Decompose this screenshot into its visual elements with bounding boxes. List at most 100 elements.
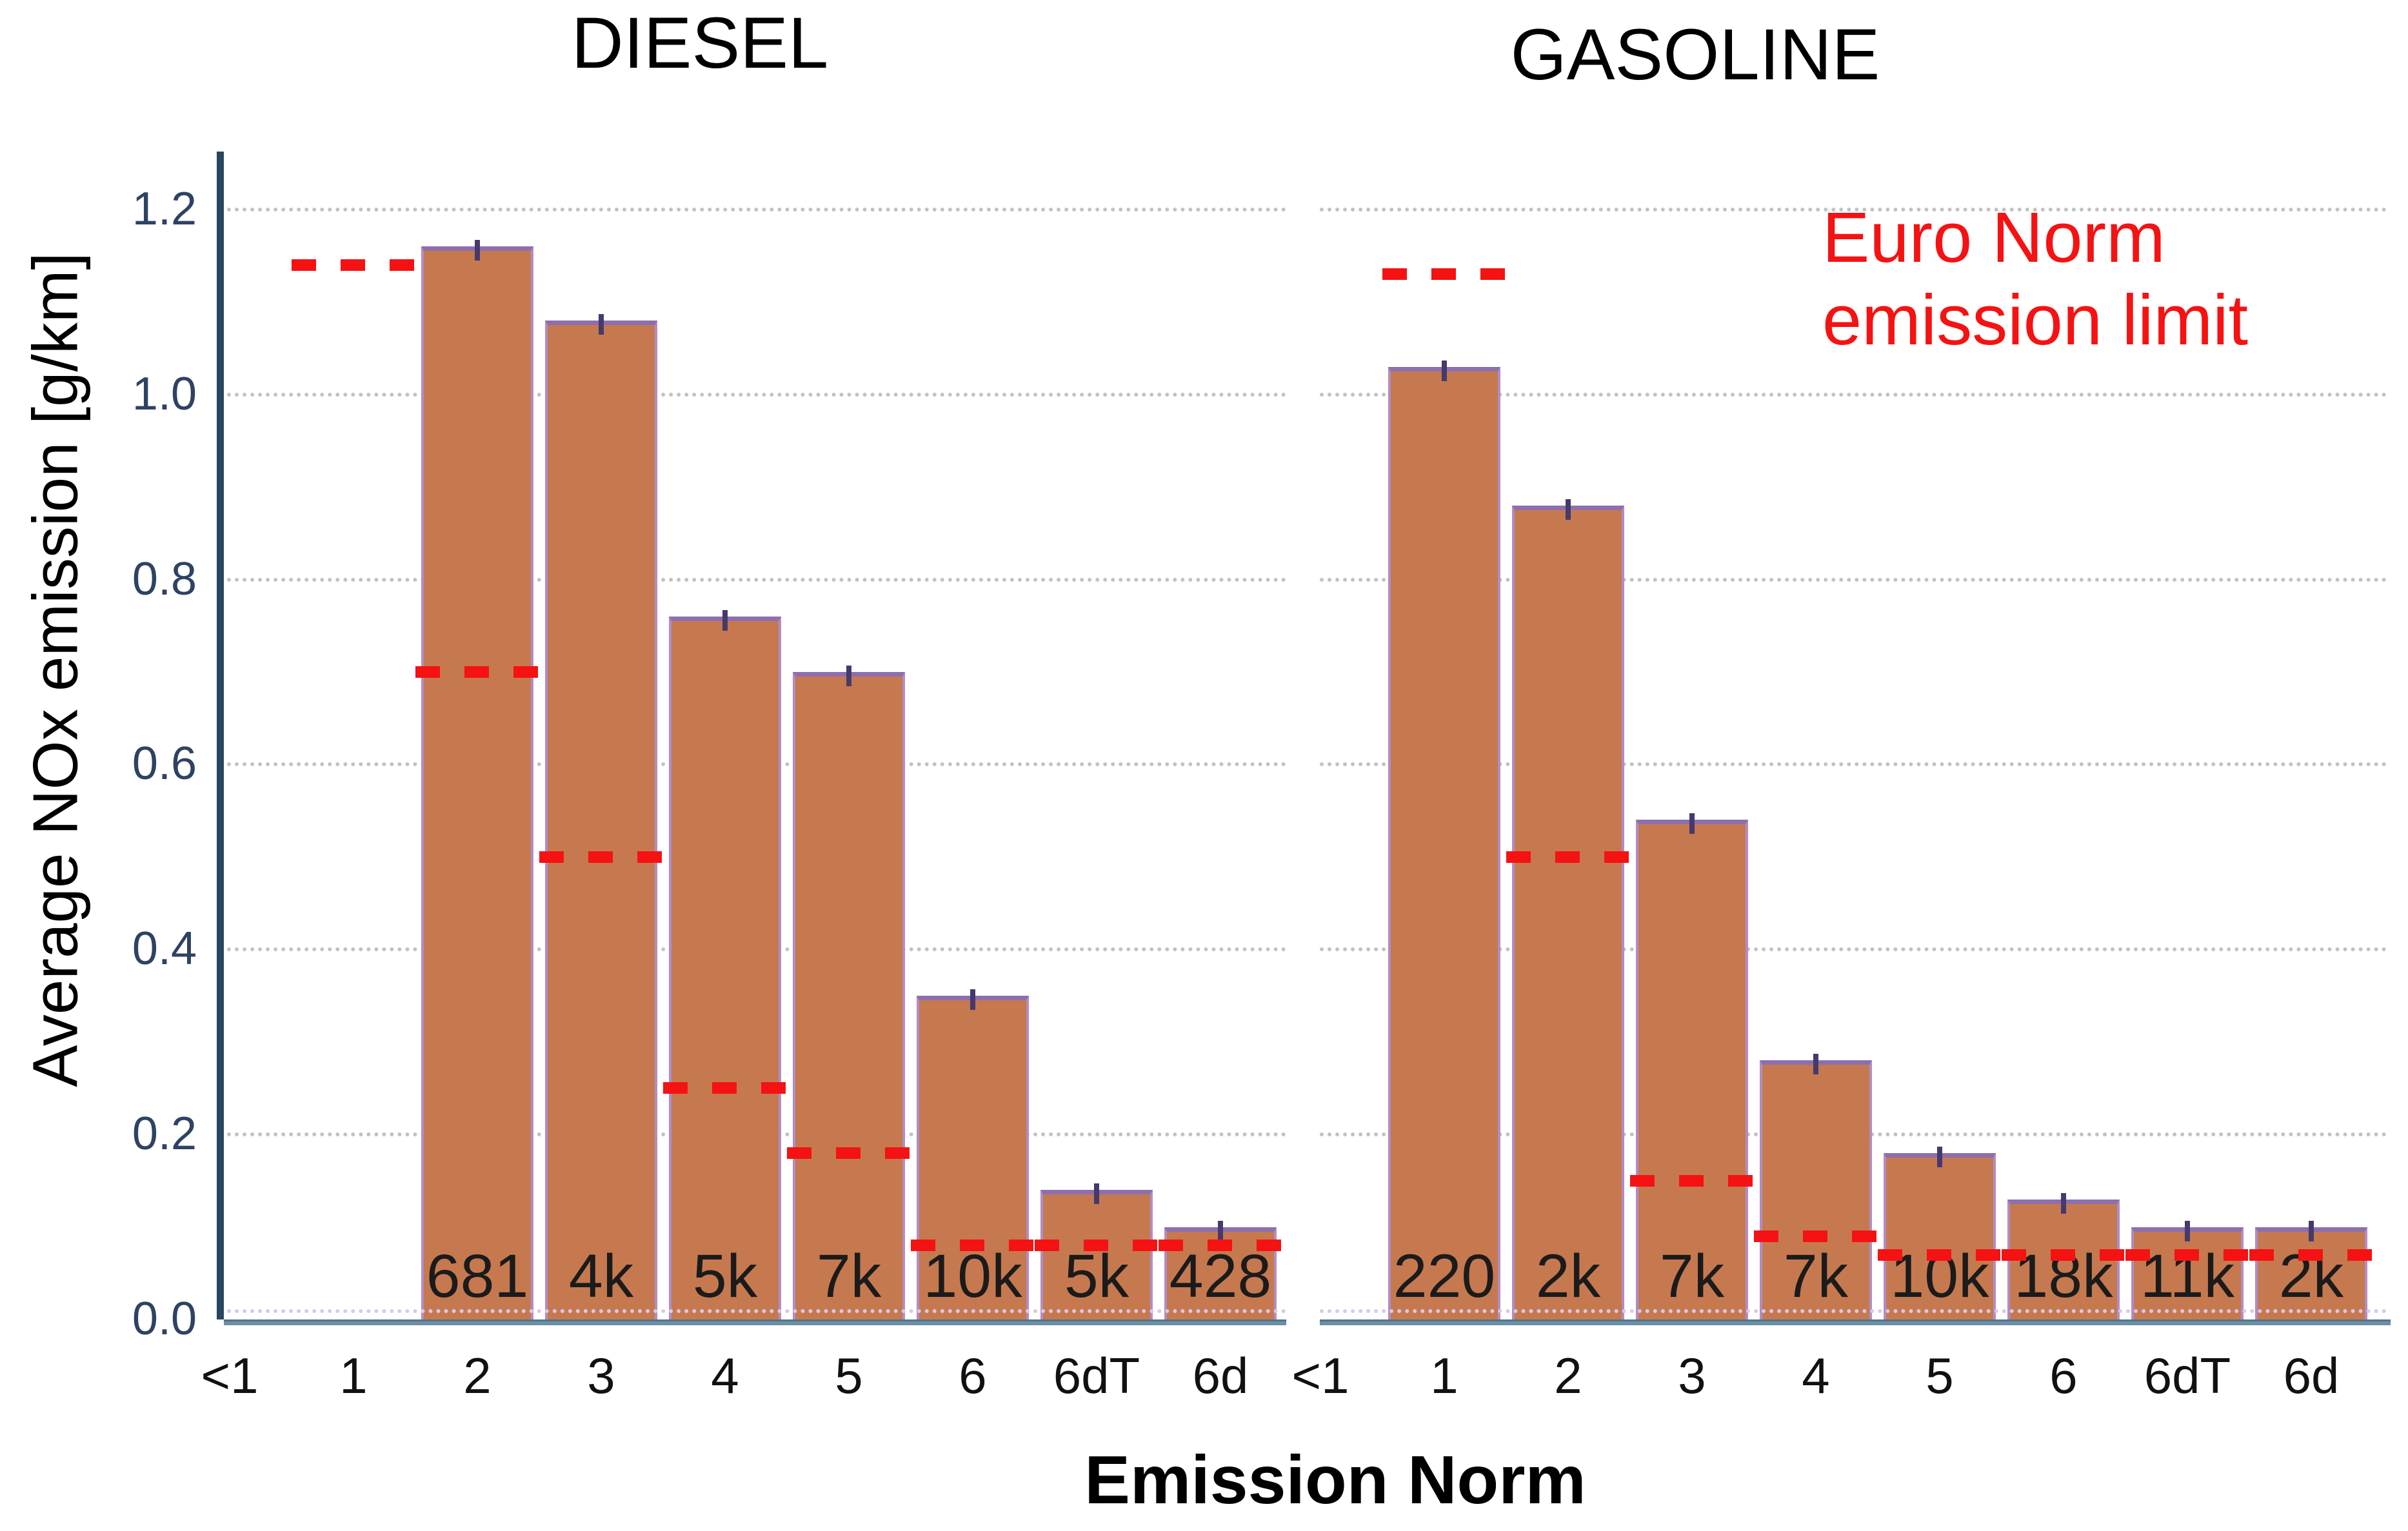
y-tick-0.4: 0.4 bbox=[132, 923, 197, 975]
bar-gasoline-euro-3: 7k bbox=[1636, 813, 1748, 1319]
vehicle-count-label: 7k bbox=[1783, 1242, 1849, 1310]
x-tick-gasoline-2: 2 bbox=[1554, 1347, 1582, 1404]
error-tick bbox=[2309, 1220, 2314, 1241]
vehicle-count-label: 2k bbox=[1535, 1242, 1601, 1310]
vehicle-count-label: 5k bbox=[1064, 1242, 1129, 1310]
euro-limit-dash-diesel-6d bbox=[1159, 1240, 1282, 1252]
x-tick-gasoline-5: 5 bbox=[1925, 1347, 1954, 1404]
euro-limit-dash-diesel-2 bbox=[415, 666, 539, 678]
bar-gasoline-euro-6d: 2k bbox=[2255, 1220, 2367, 1319]
vehicle-count-label: 10k bbox=[923, 1242, 1022, 1310]
y-tick-1.2: 1.2 bbox=[132, 183, 197, 235]
euro-limit-dash-gasoline-6 bbox=[2002, 1249, 2125, 1261]
y-tick-0.0: 0.0 bbox=[132, 1293, 197, 1345]
bar-diesel-euro-3: 4k bbox=[545, 313, 657, 1319]
euro-limit-dash-gasoline-1 bbox=[1382, 268, 1506, 281]
euro-limit-dash-gasoline-6d bbox=[2249, 1249, 2373, 1261]
y-axis-spine bbox=[217, 152, 224, 1319]
x-tick-gasoline-3: 3 bbox=[1678, 1347, 1706, 1404]
x-tick-diesel-6: 6 bbox=[959, 1347, 987, 1404]
bar-gasoline-euro-6dT: 11k bbox=[2131, 1220, 2244, 1319]
vehicle-count-label: 220 bbox=[1393, 1242, 1496, 1310]
error-tick bbox=[1094, 1183, 1099, 1205]
vehicle-count-label: 7k bbox=[1659, 1242, 1725, 1310]
error-tick bbox=[722, 609, 728, 631]
x-tick-gasoline-<1: <1 bbox=[1291, 1347, 1349, 1404]
slot-diesel-2: 681 bbox=[415, 135, 539, 1319]
legend-line-2: emission limit bbox=[1822, 280, 2249, 360]
vehicle-count-label: 681 bbox=[426, 1242, 529, 1310]
error-tick bbox=[1937, 1146, 1942, 1167]
vehicle-count-label: 4k bbox=[568, 1242, 634, 1310]
euro-limit-dash-diesel-6 bbox=[911, 1240, 1035, 1252]
vehicle-count-label: 7k bbox=[816, 1242, 882, 1310]
bar-diesel-euro-4: 5k bbox=[669, 609, 781, 1319]
x-tick-gasoline-1: 1 bbox=[1430, 1347, 1458, 1404]
x-axis-line-gasoline bbox=[1320, 1319, 2391, 1325]
error-tick bbox=[1442, 360, 1447, 381]
slot-gasoline-5: 10k bbox=[1878, 135, 2002, 1319]
error-tick bbox=[1218, 1220, 1223, 1241]
bar-diesel-euro-6dT: 5k bbox=[1040, 1183, 1153, 1319]
slot-diesel-6: 10k bbox=[911, 135, 1035, 1319]
gridline-1.2 bbox=[1320, 207, 2387, 212]
y-tick-1.0: 1.0 bbox=[132, 368, 197, 420]
slot-gasoline-6d: 2k bbox=[2249, 135, 2373, 1319]
slot-gasoline-<1 bbox=[1259, 135, 1382, 1319]
slot-gasoline-2: 2k bbox=[1506, 135, 1630, 1319]
slot-gasoline-4: 7k bbox=[1754, 135, 1878, 1319]
x-tick-diesel-5: 5 bbox=[835, 1347, 863, 1404]
error-tick bbox=[475, 240, 480, 261]
slot-diesel-6d: 428 bbox=[1159, 135, 1282, 1319]
x-tick-diesel-4: 4 bbox=[711, 1347, 739, 1404]
slot-diesel-1 bbox=[292, 135, 415, 1319]
slot-diesel-4: 5k bbox=[663, 135, 787, 1319]
bar-diesel-euro-5: 7k bbox=[793, 665, 905, 1319]
panel-title-gasoline: GASOLINE bbox=[1510, 14, 1880, 95]
x-tick-diesel-6d: 6d bbox=[1192, 1347, 1249, 1404]
gridline-0.8 bbox=[227, 577, 1286, 582]
euro-limit-dash-diesel-4 bbox=[663, 1082, 787, 1094]
slot-gasoline-6dT: 11k bbox=[2125, 135, 2249, 1319]
x-tick-diesel-1: 1 bbox=[339, 1347, 368, 1404]
x-tick-diesel-6dT: 6dT bbox=[1053, 1347, 1140, 1404]
slot-diesel-<1 bbox=[168, 135, 292, 1319]
euro-limit-dash-diesel-5 bbox=[787, 1147, 911, 1159]
x-tick-diesel-<1: <1 bbox=[201, 1347, 259, 1404]
gridline-1.0 bbox=[1320, 392, 2387, 397]
x-tick-diesel-2: 2 bbox=[463, 1347, 492, 1404]
bar-diesel-euro-6: 10k bbox=[917, 989, 1029, 1319]
y-axis-label: Average NOx emission [g/km] bbox=[19, 252, 91, 1087]
gridline-1.0 bbox=[227, 392, 1286, 397]
panel-diesel: 681 4k 5k 7k 10k 5k 428 bbox=[168, 135, 1282, 1319]
x-tick-gasoline-6dT: 6dT bbox=[2144, 1347, 2231, 1404]
slot-gasoline-6: 18k bbox=[2002, 135, 2125, 1319]
euro-limit-dash-diesel-3 bbox=[539, 851, 663, 863]
euro-limit-dash-gasoline-3 bbox=[1630, 1174, 1754, 1187]
x-axis-line-diesel bbox=[224, 1319, 1286, 1325]
error-tick bbox=[1813, 1054, 1818, 1075]
x-tick-diesel-3: 3 bbox=[587, 1347, 615, 1404]
bar-gasoline-euro-5: 10k bbox=[1884, 1146, 1996, 1319]
slot-diesel-3: 4k bbox=[539, 135, 663, 1319]
euro-limit-dash-gasoline-2 bbox=[1506, 851, 1630, 863]
slot-gasoline-1: 220 bbox=[1382, 135, 1506, 1319]
euro-limit-dash-diesel-1 bbox=[292, 259, 415, 271]
error-tick bbox=[846, 665, 851, 686]
slot-gasoline-3: 7k bbox=[1630, 135, 1754, 1319]
x-tick-gasoline-6: 6 bbox=[2049, 1347, 2078, 1404]
bar-gasoline-euro-1: 220 bbox=[1388, 360, 1500, 1319]
error-tick bbox=[599, 313, 604, 335]
euro-limit-dash-gasoline-5 bbox=[1878, 1249, 2002, 1261]
gridline-0.4 bbox=[1320, 947, 2387, 952]
y-tick-0.2: 0.2 bbox=[132, 1108, 197, 1160]
x-axis-label: Emission Norm bbox=[1084, 1442, 1586, 1518]
vehicle-count-label: 428 bbox=[1169, 1242, 1272, 1310]
euro-limit-dash-gasoline-6dT bbox=[2125, 1249, 2249, 1261]
error-tick bbox=[2061, 1192, 2066, 1214]
slot-diesel-6dT: 5k bbox=[1035, 135, 1159, 1319]
bar-gasoline-euro-4: 7k bbox=[1760, 1054, 1872, 1319]
panel-gasoline: 220 2k 7k 7k 10k 18k 11k 2k bbox=[1259, 135, 2373, 1319]
euro-limit-dash-diesel-6dT bbox=[1035, 1240, 1159, 1252]
